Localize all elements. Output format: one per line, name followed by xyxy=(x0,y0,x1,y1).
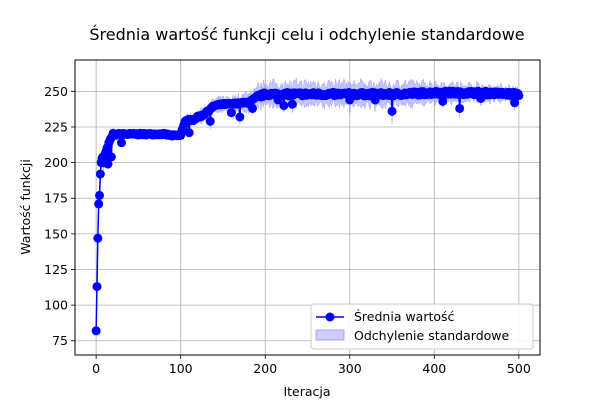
legend-mean-marker xyxy=(325,312,335,322)
std-band xyxy=(95,77,520,333)
x-tick-label: 400 xyxy=(422,361,446,376)
y-tick-label: 200 xyxy=(44,155,68,170)
mean-point xyxy=(438,96,448,106)
mean-point xyxy=(103,159,113,169)
y-tick-label: 100 xyxy=(44,298,68,313)
legend-band-swatch xyxy=(315,329,345,341)
legend-box xyxy=(310,303,534,350)
y-tick-label: 225 xyxy=(44,119,68,134)
x-tick-label: 100 xyxy=(169,361,193,376)
y-axis-ticks: 75 100 125 150 175 200 225 250 xyxy=(44,84,75,348)
mean-point xyxy=(205,116,215,126)
mean-point xyxy=(514,91,524,101)
mean-point xyxy=(387,106,397,116)
mean-point xyxy=(94,199,104,209)
mean-point xyxy=(117,138,126,148)
legend-mean-label: Średnia wartość xyxy=(354,309,455,324)
mean-point xyxy=(92,282,102,292)
x-axis-label: Iteracja xyxy=(283,384,330,399)
x-tick-label: 200 xyxy=(253,361,277,376)
x-tick-label: 0 xyxy=(92,361,100,376)
mean-point xyxy=(91,326,101,336)
mean-point xyxy=(106,152,116,162)
mean-point xyxy=(287,99,297,109)
mean-point xyxy=(279,101,289,111)
y-tick-label: 125 xyxy=(44,262,68,277)
mean-point xyxy=(93,233,103,243)
mean-point xyxy=(248,103,258,113)
mean-point xyxy=(226,108,236,118)
y-tick-label: 250 xyxy=(44,84,68,99)
mean-point xyxy=(455,103,465,113)
x-axis-ticks: 0 100 200 300 400 500 xyxy=(92,355,531,376)
y-tick-label: 150 xyxy=(44,226,68,241)
x-tick-label: 500 xyxy=(507,361,531,376)
mean-point xyxy=(184,128,194,138)
mean-point xyxy=(235,112,245,122)
legend: Średnia wartość Odchylenie standardowe xyxy=(310,303,534,350)
mean-point xyxy=(95,169,105,179)
x-tick-label: 300 xyxy=(338,361,362,376)
y-axis-label: Wartość funkcji xyxy=(18,159,33,255)
y-tick-label: 75 xyxy=(52,333,68,348)
plot-frame xyxy=(74,59,541,356)
std-band-area xyxy=(95,77,520,333)
mean-series xyxy=(91,86,524,336)
chart-title: Średnia wartość funkcji celu i odchyleni… xyxy=(89,25,524,44)
legend-band-label: Odchylenie standardowe xyxy=(354,328,510,343)
y-tick-label: 175 xyxy=(44,191,68,206)
mean-point xyxy=(510,98,520,108)
mean-point xyxy=(95,190,105,200)
